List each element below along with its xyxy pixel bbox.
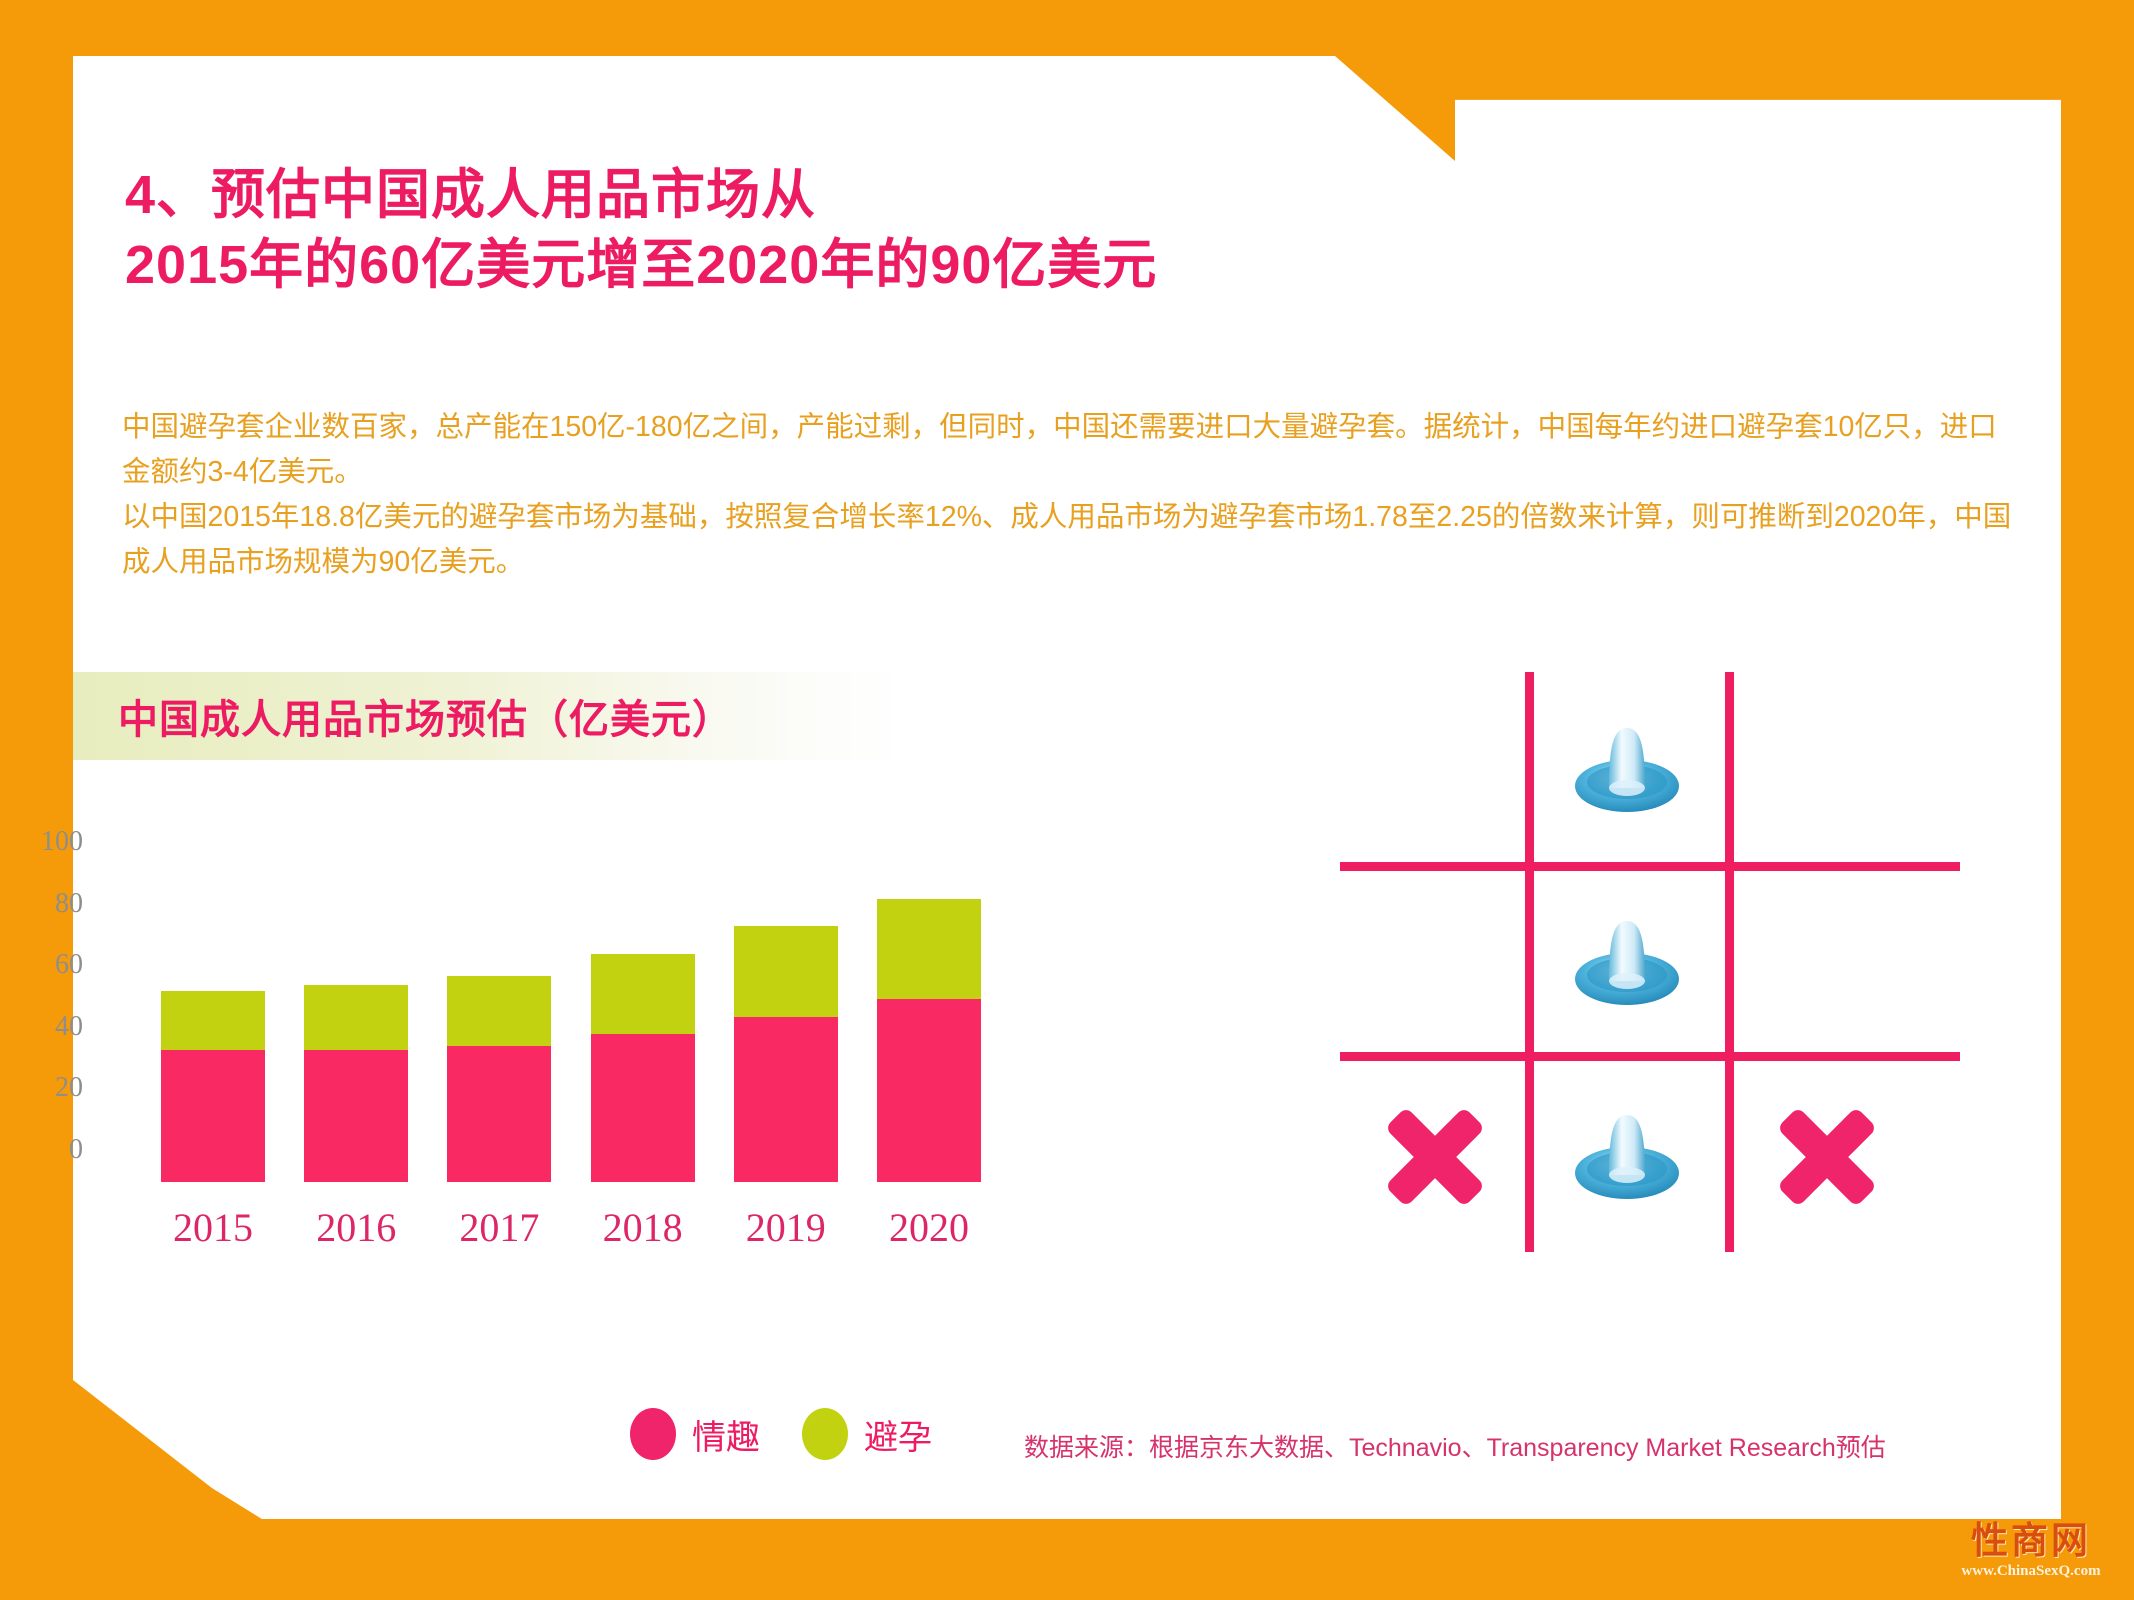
bar-segment-contraception	[876, 898, 981, 999]
tictactoe-cell	[1532, 870, 1722, 1055]
watermark-logo: 性商网	[1971, 1520, 2091, 1561]
y-axis-tick: 60	[55, 949, 83, 981]
legend-label: 避孕	[864, 1418, 932, 1457]
intro-paragraphs: 中国避孕套企业数百家，总产能在150亿-180亿之间，产能过剩，但同时，中国还需…	[122, 405, 2022, 585]
intro-paragraph-2: 以中国2015年18.8亿美元的避孕套市场为基础，按照复合增长率12%、成人用品…	[122, 501, 2012, 579]
bar-column: 2017	[447, 874, 552, 1250]
y-axis-tick: 0	[69, 1134, 83, 1165]
legend-swatch	[802, 1408, 848, 1460]
bar-segment-contraception	[161, 991, 265, 1050]
grid-line-vertical-2	[1725, 672, 1734, 1252]
bar-segment-pleasure	[876, 998, 981, 1182]
x-axis-label: 2017	[459, 1205, 540, 1250]
bar-segment-pleasure	[304, 1049, 409, 1182]
chart-legend: 情趣 避孕	[630, 1408, 958, 1460]
grid-line-horizontal-2	[1340, 1052, 1960, 1061]
bar-segment-pleasure	[161, 1049, 265, 1182]
bar-segment-pleasure	[733, 1017, 838, 1182]
tictactoe-cell	[1340, 677, 1530, 862]
bar-segment-pleasure	[590, 1034, 695, 1182]
bar-column: 2019	[733, 874, 838, 1250]
bar-column: 2018	[590, 874, 695, 1250]
tictactoe-cell	[1732, 870, 1922, 1055]
x-axis-label: 2016	[316, 1205, 397, 1250]
tictactoe-cell	[1340, 1064, 1530, 1249]
data-source-note: 数据来源：根据京东大数据、Technavio、Transparency Mark…	[1024, 1434, 1886, 1462]
grid-line-vertical-1	[1525, 672, 1534, 1252]
x-axis-label: 2020	[888, 1205, 969, 1250]
condom-icon	[1567, 1099, 1687, 1214]
tictactoe-cell	[1732, 1064, 1922, 1249]
tictactoe-cell	[1340, 870, 1530, 1055]
y-axis-tick: 100	[41, 826, 83, 857]
y-axis-tick: 80	[55, 887, 83, 919]
bar-segment-pleasure	[447, 1046, 552, 1182]
y-axis-tick: 40	[55, 1010, 83, 1042]
y-axis-tick: 20	[55, 1072, 83, 1104]
chart-title: 中国成人用品市场预估（亿美元）	[118, 698, 733, 742]
legend-label: 情趣	[692, 1418, 760, 1457]
condom-icon	[1567, 905, 1687, 1020]
x-axis-label: 2019	[745, 1205, 826, 1250]
cross-icon	[1773, 1103, 1881, 1211]
tictactoe-cell	[1532, 1064, 1722, 1249]
x-axis-label: 2018	[602, 1205, 683, 1250]
bar-segment-contraception	[590, 954, 695, 1035]
bar-chart-plot: 0 20 40 60 80 100 2015 2016 2017 2018 2019 2020	[41, 826, 981, 1250]
bar-column: 2020	[876, 874, 981, 1250]
chart-title-bar: 中国成人用品市场预估（亿美元）	[73, 672, 903, 760]
tictactoe-illustration	[1340, 672, 1960, 1252]
tictactoe-cell	[1732, 677, 1922, 862]
grid-line-horizontal-1	[1340, 862, 1960, 871]
x-axis-label: 2015	[173, 1205, 253, 1250]
bar-group: 2015 2016 2017 2018 2019 2020	[161, 874, 981, 1250]
legend-swatch	[630, 1408, 676, 1460]
bar-segment-contraception	[447, 975, 552, 1047]
bar-column: 2016	[304, 874, 409, 1250]
watermark-url: www.ChinaSexQ.com	[1961, 1563, 2101, 1579]
watermark: 性商网 www.ChinaSexQ.com	[1936, 1522, 2126, 1594]
chart-block: 中国成人用品市场预估（亿美元） 0 20 40 60 80 100 2015 2016 201…	[41, 672, 1303, 1392]
page-title: 4、预估中国成人用品市场从 2015年的60亿美元增至2020年的90亿美元	[125, 165, 1158, 296]
bar-segment-contraception	[733, 926, 838, 1018]
bar-column: 2015	[161, 874, 265, 1250]
cross-icon	[1381, 1103, 1489, 1211]
tictactoe-cell	[1532, 677, 1722, 862]
intro-paragraph-1: 中国避孕套企业数百家，总产能在150亿-180亿之间，产能过剩，但同时，中国还需…	[122, 411, 1997, 489]
bar-segment-contraception	[304, 984, 409, 1050]
condom-icon	[1567, 712, 1687, 827]
